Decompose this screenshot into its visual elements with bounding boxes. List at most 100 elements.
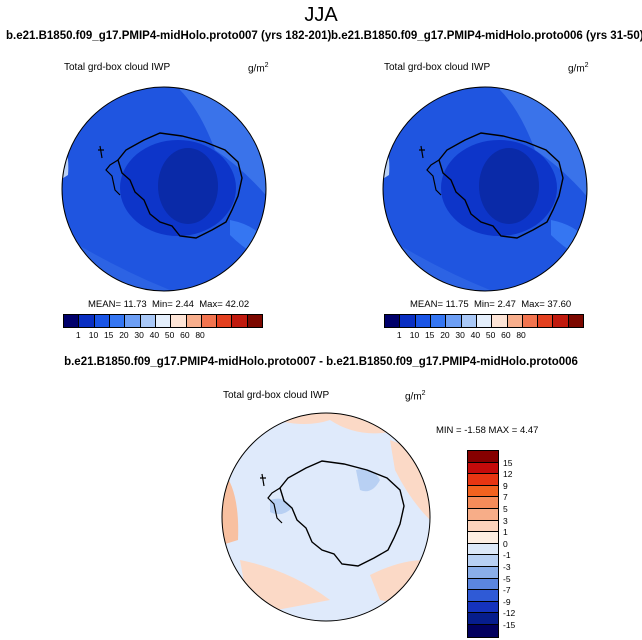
colorbar-box [468,451,498,463]
colorbar-box [461,315,477,327]
colorbar-tick-label: 10 [409,330,420,340]
colorbar-box [186,315,202,327]
colorbar-tick-label: 30 [455,330,465,340]
colorbar-tick-label: 5 [503,504,508,514]
colorbar-tick-label: 15 [424,330,435,340]
diff-units: g/m2 [405,390,426,403]
panel-2-stats: MEAN= 11.75 Min= 2.47 Max= 37.60 [410,299,571,310]
colorbar-box [468,532,498,544]
colorbar-box [415,315,431,327]
colorbar-tick-label: 9 [503,480,508,491]
colorbar-tick-label: 15 [103,330,114,340]
colorbar-tick-label: 50 [485,330,496,340]
colorbar-tick-label: -3 [503,562,511,572]
colorbar-tick-label: 80 [195,330,205,340]
colorbar-box [468,485,498,498]
colorbar-box [538,315,554,327]
panel-2-mean: MEAN= 11.75 [410,299,469,310]
colorbar-tick-label: -5 [503,573,511,584]
colorbar-box [476,315,493,327]
colorbar-box [247,315,263,327]
panel-2-colorbar [384,314,584,328]
colorbar-box [568,315,584,327]
colorbar-box [446,315,462,327]
panel-2-title: b.e21.B1850.f09_g17.PMIP4-midHolo.proto0… [331,30,642,42]
colorbar-box [385,315,401,327]
panel-1-colorbar [63,314,263,328]
colorbar-box [430,315,447,327]
diff-field-label: Total grd-box cloud IWP [223,390,330,401]
panel-1-mean: MEAN= 11.73 [88,299,147,310]
colorbar-tick-label: 60 [501,330,511,340]
diff-colorbar-labels: 15 12 9 7 5 3 1 0 -1 -3 -5 -7 -9 -12 -15 [503,450,533,640]
colorbar-box [155,315,172,327]
diff-colorbar [467,450,499,638]
colorbar-tick-label: 0 [503,538,508,549]
colorbar-box [94,315,110,327]
panel-1-max: Max= 42.02 [199,299,250,310]
diff-title: b.e21.B1850.f09_g17.PMIP4-midHolo.proto0… [64,356,578,368]
colorbar-box [140,315,156,327]
colorbar-box [64,315,80,327]
colorbar-box [468,578,498,591]
colorbar-tick-label: 50 [164,330,175,340]
colorbar-box [468,624,498,637]
colorbar-box [468,590,498,602]
season-title: JJA [304,4,338,26]
colorbar-tick-label: -12 [503,608,516,619]
colorbar-box [468,555,498,567]
colorbar-tick-label: 60 [180,330,190,340]
colorbar-box [468,601,498,614]
colorbar-box [468,566,498,579]
colorbar-tick-label: -9 [503,596,511,607]
colorbar-tick-label: -1 [503,550,511,561]
colorbar-box [125,315,141,327]
colorbar-box [217,315,233,327]
panel-1-units: g/m2 [248,62,269,75]
colorbar-box [468,474,498,486]
colorbar-tick-label: 10 [88,330,99,340]
colorbar-tick-label: 3 [503,515,508,526]
colorbar-box [468,508,498,521]
colorbar-box [468,497,498,509]
colorbar-box [232,315,248,327]
colorbar-tick-label: 30 [134,330,144,340]
colorbar-tick-label: 15 [503,457,513,468]
colorbar-tick-label: 1 [75,330,81,340]
colorbar-box [522,315,539,327]
colorbar-box [468,520,498,533]
colorbar-box [201,315,218,327]
panel-2-units: g/m2 [568,62,589,75]
colorbar-box [468,543,498,556]
panel-2-field-label: Total grd-box cloud IWP [384,62,491,73]
colorbar-tick-label: -7 [503,585,511,596]
colorbar-box [468,613,498,625]
panel-2-max: Max= 37.60 [521,299,572,310]
colorbar-box [109,315,126,327]
panel-1-min: Min= 2.44 [151,299,194,310]
colorbar-tick-label: 1 [503,527,508,538]
colorbar-tick-label: 1 [396,330,402,340]
colorbar-box [492,315,508,327]
diff-minmax: MIN = -1.58 MAX = 4.47 [436,425,539,436]
panel-2-min: Min= 2.47 [473,299,516,310]
colorbar-tick-label: 40 [470,330,481,340]
colorbar-box [507,315,523,327]
colorbar-box [400,315,416,327]
panel-1-title: b.e21.B1850.f09_g17.PMIP4-midHolo.proto0… [6,30,332,42]
colorbar-box [468,462,498,475]
panel-1-map [61,86,588,622]
colorbar-box [79,315,95,327]
colorbar-box [553,315,569,327]
colorbar-tick-label: 80 [516,330,526,340]
colorbar-tick-label: 20 [440,330,450,340]
colorbar-tick-label: 12 [503,469,513,480]
colorbar-tick-label: 7 [503,492,508,503]
panel-2-colorbar-labels: 1 10 15 20 30 40 50 60 80 [384,330,584,342]
panel-1-field-label: Total grd-box cloud IWP [64,62,171,73]
colorbar-tick-label: 20 [119,330,129,340]
colorbar-tick-label: 40 [149,330,160,340]
panel-1-stats: MEAN= 11.73 Min= 2.44 Max= 42.02 [88,299,249,310]
panel-1-colorbar-labels: 1 10 15 20 30 40 50 60 80 [63,330,263,342]
colorbar-box [171,315,187,327]
